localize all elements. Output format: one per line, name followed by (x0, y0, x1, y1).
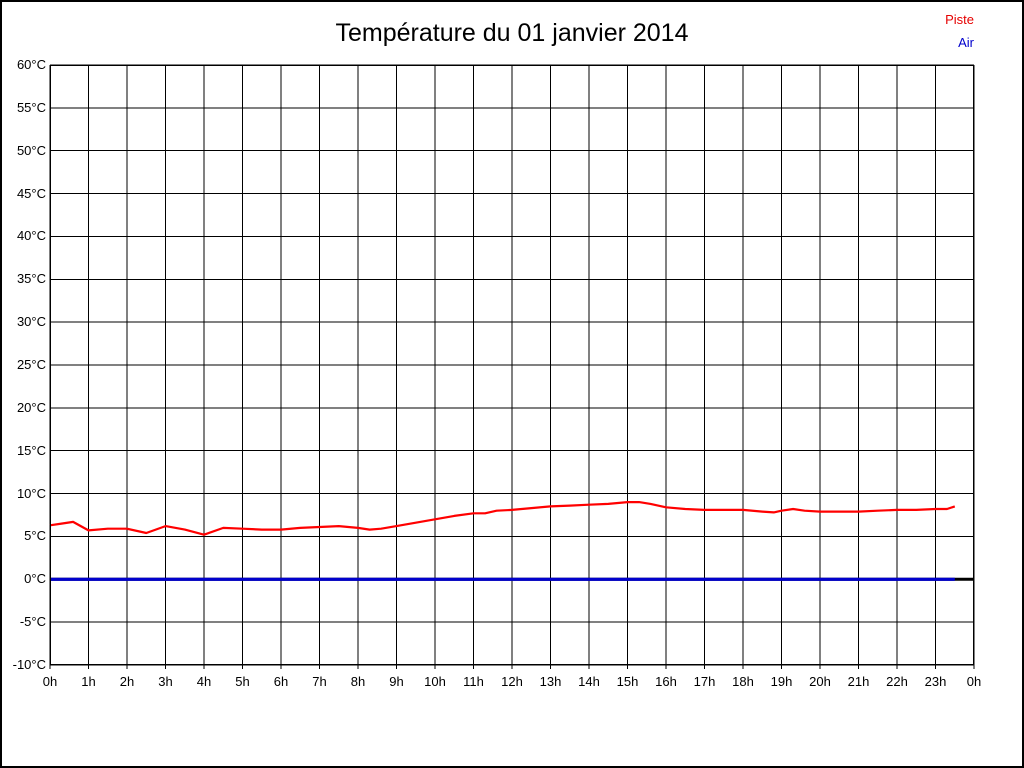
x-tick-label: 6h (273, 674, 289, 689)
y-tick-label: -5°C (19, 614, 46, 630)
y-tick-label: 20°C (16, 399, 46, 415)
x-tick-label: 2h (119, 674, 135, 689)
chart-title: Température du 01 janvier 2014 (335, 19, 689, 47)
y-tick-label: 50°C (16, 142, 46, 158)
y-tick-label: 60°C (16, 57, 46, 72)
x-tick-label: 0h (42, 674, 58, 689)
legend-item-piste: Piste (945, 12, 974, 27)
x-tick-label: 17h (693, 674, 716, 689)
y-tick-label: 0°C (24, 571, 46, 587)
y-tick-label: 10°C (16, 485, 46, 501)
legend-item-air: Air (958, 35, 974, 50)
plot-area (49, 64, 975, 669)
x-tick-label: 23h (924, 674, 947, 689)
x-tick-label: 15h (616, 674, 639, 689)
series-line-piste (49, 501, 956, 536)
x-tick-label: 0h (966, 674, 982, 689)
x-tick-label: 13h (539, 674, 562, 689)
y-tick-label: 55°C (16, 99, 46, 115)
x-tick-label: 7h (312, 674, 327, 689)
x-tick-label: 21h (847, 674, 870, 689)
legend: Piste Air (945, 12, 974, 50)
y-tick-label: -10°C (12, 657, 46, 672)
x-tick-label: 1h (81, 674, 96, 689)
x-tick-label: 9h (389, 674, 404, 689)
x-tick-label: 3h (158, 674, 173, 689)
x-tick-label: 22h (886, 674, 908, 689)
y-tick-label: 45°C (16, 185, 46, 201)
x-tick-label: 5h (235, 674, 250, 689)
y-tick-label: 15°C (16, 442, 46, 458)
y-tick-label: 5°C (24, 528, 46, 544)
x-tick-label: 11h (463, 674, 484, 689)
x-tick-label: 20h (809, 674, 831, 689)
x-tick-label: 18h (732, 674, 754, 689)
x-tick-label: 12h (501, 674, 523, 689)
x-tick-label: 8h (350, 674, 366, 689)
x-tick-label: 14h (578, 674, 600, 689)
x-tick-label: 4h (196, 674, 212, 689)
y-tick-label: 35°C (16, 271, 46, 287)
plot-frame (50, 65, 974, 665)
x-tick-label: 16h (655, 674, 677, 689)
y-tick-label: 30°C (16, 314, 46, 330)
x-tick-label: 19h (770, 674, 793, 689)
y-tick-label: 25°C (16, 357, 46, 372)
x-tick-label: 10h (424, 674, 446, 689)
y-tick-label: 40°C (16, 228, 46, 244)
